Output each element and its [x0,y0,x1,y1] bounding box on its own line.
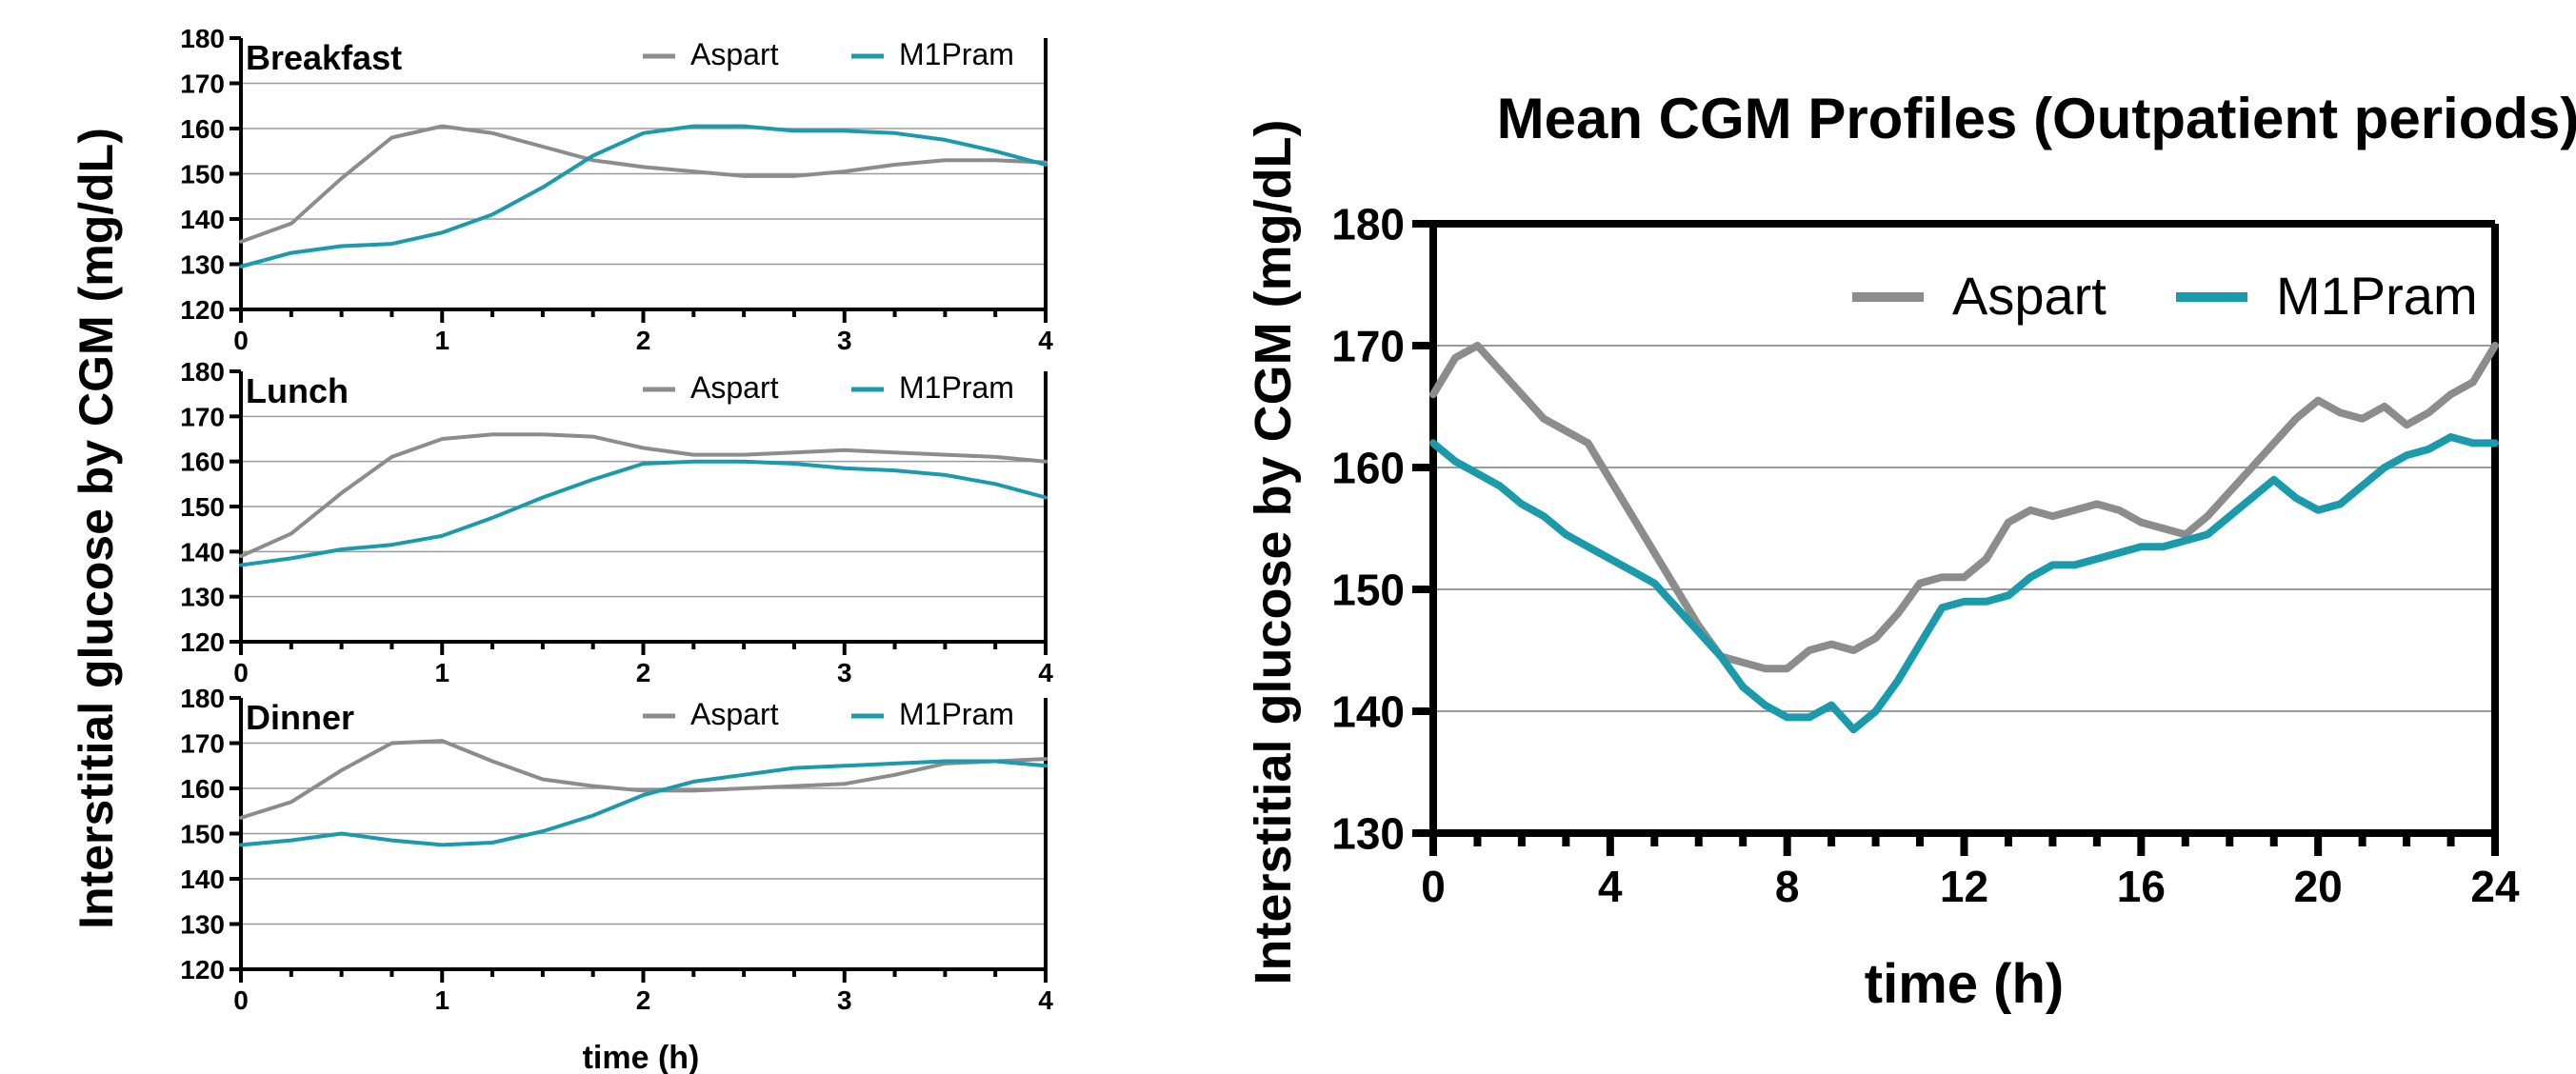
y-tick-label: 180 [180,24,225,53]
x-axis-label: time (h) [1865,953,2064,1015]
y-tick-label: 170 [180,70,225,99]
series-line-m1pram [239,459,1048,567]
legend-label-aspart: Aspart [690,370,779,405]
x-tick-label: 2 [636,326,651,355]
x-tick-label: 20 [2294,862,2343,911]
y-axis-label: Interstitial glucose by CGM (mg/dL) [1245,119,1302,984]
lunch-chart: 120 130 140 150 160 170 180 0 1 2 3 4 Lunch Aspart M1P… [180,357,1053,687]
y-tick-label: 130 [1331,809,1405,859]
y-tick-label: 160 [180,114,225,144]
x-tick-label: 0 [233,985,249,1015]
y-tick-label: 150 [180,160,225,189]
x-tick-label: 3 [837,985,852,1015]
y-tick-label: 150 [1331,566,1405,615]
legend-label-aspart: Aspart [1952,266,2107,326]
series-line-m1pram [239,124,1048,268]
x-tick-label: 1 [434,985,449,1015]
panel-label: Lunch [246,371,349,410]
legend-label-m1pram: M1Pram [899,370,1014,405]
series-line-aspart [239,124,1048,244]
y-tick-label: 160 [180,774,225,804]
x-tick-label: 4 [1038,326,1053,355]
legend-label-m1pram: M1Pram [2276,266,2478,326]
y-tick-label: 120 [180,955,225,984]
y-tick-label: 140 [180,205,225,234]
y-tick-label: 130 [180,910,225,940]
y-tick-label: 170 [1331,322,1405,371]
legend-label-aspart: Aspart [690,697,779,731]
x-tick-label: 2 [636,658,651,687]
left-y-axis-label: Interstitial glucose by CGM (mg/dL) [70,128,123,929]
y-tick-label: 180 [180,684,225,713]
chart-title: Mean CGM Profiles (Outpatient periods) [1497,87,2576,150]
y-tick-label: 120 [180,295,225,325]
y-tick-label: 140 [1331,687,1405,737]
y-tick-label: 140 [180,537,225,567]
series-line-aspart [1429,342,2499,673]
y-tick-label: 140 [180,865,225,894]
series-line-aspart [239,739,1048,820]
x-tick-label: 12 [1940,862,1988,911]
mean-cgm-profile-chart: 130 140 150 160 170 180 0 4 8 12 16 20 24 Aspart M1Pra… [1245,87,2576,1015]
x-tick-label: 16 [2117,862,2166,911]
legend-label-aspart: Aspart [690,37,779,71]
x-tick-label: 4 [1038,985,1053,1015]
x-tick-label: 4 [1038,658,1053,687]
x-tick-label: 3 [837,326,852,355]
y-tick-label: 160 [1331,444,1405,493]
x-tick-label: 1 [434,326,449,355]
x-tick-label: 24 [2470,862,2520,911]
x-tick-label: 4 [1598,862,1623,911]
legend-label-m1pram: M1Pram [899,37,1014,71]
series-line-m1pram [1429,433,2499,734]
x-tick-label: 1 [434,658,449,687]
x-tick-label: 8 [1775,862,1800,911]
y-tick-label: 130 [180,250,225,280]
breakfast-chart: 120 130 140 150 160 170 180 0 1 2 3 4 Breakfast Aspar… [180,24,1053,355]
y-tick-label: 150 [180,820,225,849]
series-line-aspart [239,432,1048,559]
x-tick-label: 0 [1421,862,1446,911]
panel-label: Dinner [246,698,354,737]
legend-label-m1pram: M1Pram [899,697,1014,731]
y-tick-label: 170 [180,729,225,759]
series-line-m1pram [239,759,1048,847]
y-tick-label: 120 [180,627,225,657]
x-tick-label: 0 [233,658,249,687]
y-tick-label: 150 [180,492,225,522]
panel-label: Breakfast [246,38,402,77]
y-tick-label: 170 [180,402,225,431]
y-tick-label: 180 [180,357,225,387]
x-tick-label: 3 [837,658,852,687]
x-tick-label: 0 [233,326,249,355]
left-x-axis-label: time (h) [583,1040,700,1074]
y-tick-label: 180 [1331,200,1405,249]
dinner-chart: 120 130 140 150 160 170 180 0 1 2 3 4 Dinner Aspart M1… [180,684,1053,1015]
y-tick-label: 160 [180,448,225,477]
y-tick-label: 130 [180,583,225,612]
x-tick-label: 2 [636,985,651,1015]
